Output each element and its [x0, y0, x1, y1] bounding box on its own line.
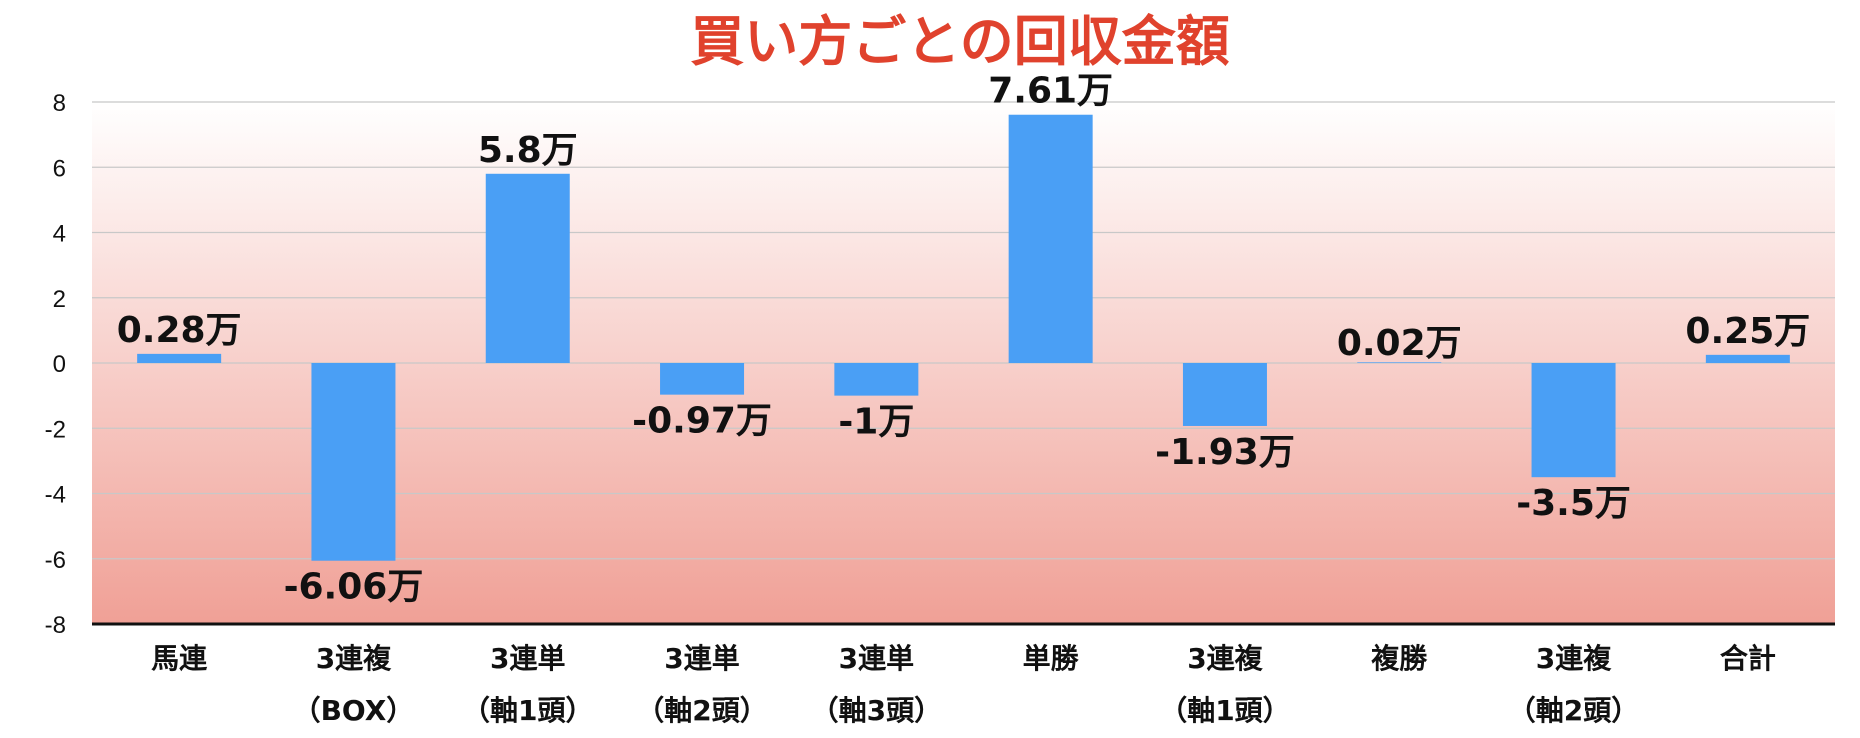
data-label: 5.8万 — [478, 130, 578, 171]
data-label: -0.97万 — [632, 401, 772, 442]
x-tick-label: 複勝 — [1371, 642, 1428, 675]
y-tick-label: 0 — [53, 351, 66, 378]
x-tick-label: 合計 — [1720, 642, 1776, 675]
data-label: -1万 — [838, 402, 914, 443]
data-labels: 0.28万 -6.06万 5.8万 -0.97万 -1万 7.61万 -1.93万 0.02万… — [117, 71, 1811, 608]
y-tick-label: 6 — [53, 155, 66, 182]
y-tick-label: 2 — [53, 286, 66, 313]
y-tick-label: 8 — [53, 90, 66, 117]
x-tick-label: （軸1頭） — [462, 694, 593, 727]
data-label: -3.5万 — [1516, 483, 1631, 524]
bar — [311, 363, 396, 561]
x-tick-label: 3連単 — [664, 642, 739, 675]
x-tick-label: 単勝 — [1023, 642, 1080, 675]
x-tick-label: 3連複 — [1187, 642, 1263, 675]
chart-title: 買い方ごとの回収金額 — [690, 10, 1229, 73]
x-tick-label: （BOX） — [293, 694, 415, 727]
x-tick-label: 3連複 — [1536, 642, 1612, 675]
x-axis-labels: 馬連 3連複 （BOX） 3連単 （軸1頭） 3連単 （軸2頭） 3連単 （軸3頭） 単勝 3連複 （… — [151, 642, 1776, 727]
data-label: -6.06万 — [284, 567, 424, 608]
y-tick-label: -2 — [45, 416, 66, 443]
y-tick-label: -8 — [45, 612, 66, 639]
x-tick-label: 馬連 — [151, 642, 208, 675]
bar — [485, 173, 570, 363]
data-label: 0.28万 — [117, 310, 242, 351]
x-tick-label: 3連単 — [490, 642, 565, 675]
x-tick-label: 3連単 — [839, 642, 914, 675]
bar — [1008, 114, 1093, 363]
x-tick-label: （軸1頭） — [1159, 694, 1290, 727]
data-label: 0.02万 — [1337, 323, 1462, 364]
bar — [137, 353, 222, 363]
bar — [1705, 354, 1790, 363]
bar — [660, 363, 745, 395]
x-tick-label: （軸2頭） — [636, 694, 767, 727]
y-tick-label: -4 — [45, 482, 66, 509]
x-tick-label: 3連複 — [316, 642, 392, 675]
data-label: 7.61万 — [988, 71, 1113, 112]
bar — [834, 363, 919, 396]
bar-series — [137, 114, 1790, 561]
x-tick-label: （軸3頭） — [811, 694, 942, 727]
data-label: 0.25万 — [1685, 311, 1810, 352]
bar — [1531, 363, 1616, 478]
bar — [1357, 362, 1442, 363]
y-axis-ticks: 8 6 4 2 0 -2 -4 -6 -8 — [45, 90, 66, 639]
x-tick-label: （軸2頭） — [1508, 694, 1639, 727]
bar — [1182, 363, 1267, 426]
y-tick-label: 4 — [53, 221, 66, 248]
y-tick-label: -6 — [45, 547, 66, 574]
data-label: -1.93万 — [1155, 432, 1295, 473]
